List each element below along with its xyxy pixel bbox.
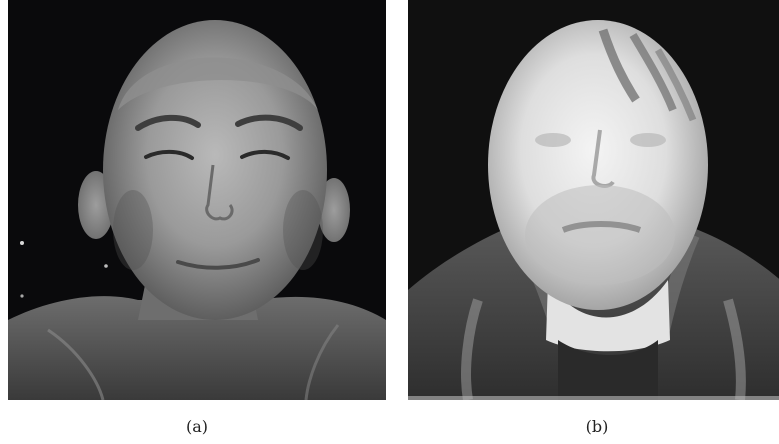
thermal-face-illustration: [408, 0, 779, 400]
panel-b-thermal-face-image: [408, 0, 779, 400]
caption-b: (b): [585, 417, 609, 436]
caption-a: (a): [185, 417, 209, 436]
panel-a-nir-face-image: [8, 0, 386, 400]
nir-face-illustration: [8, 0, 386, 400]
